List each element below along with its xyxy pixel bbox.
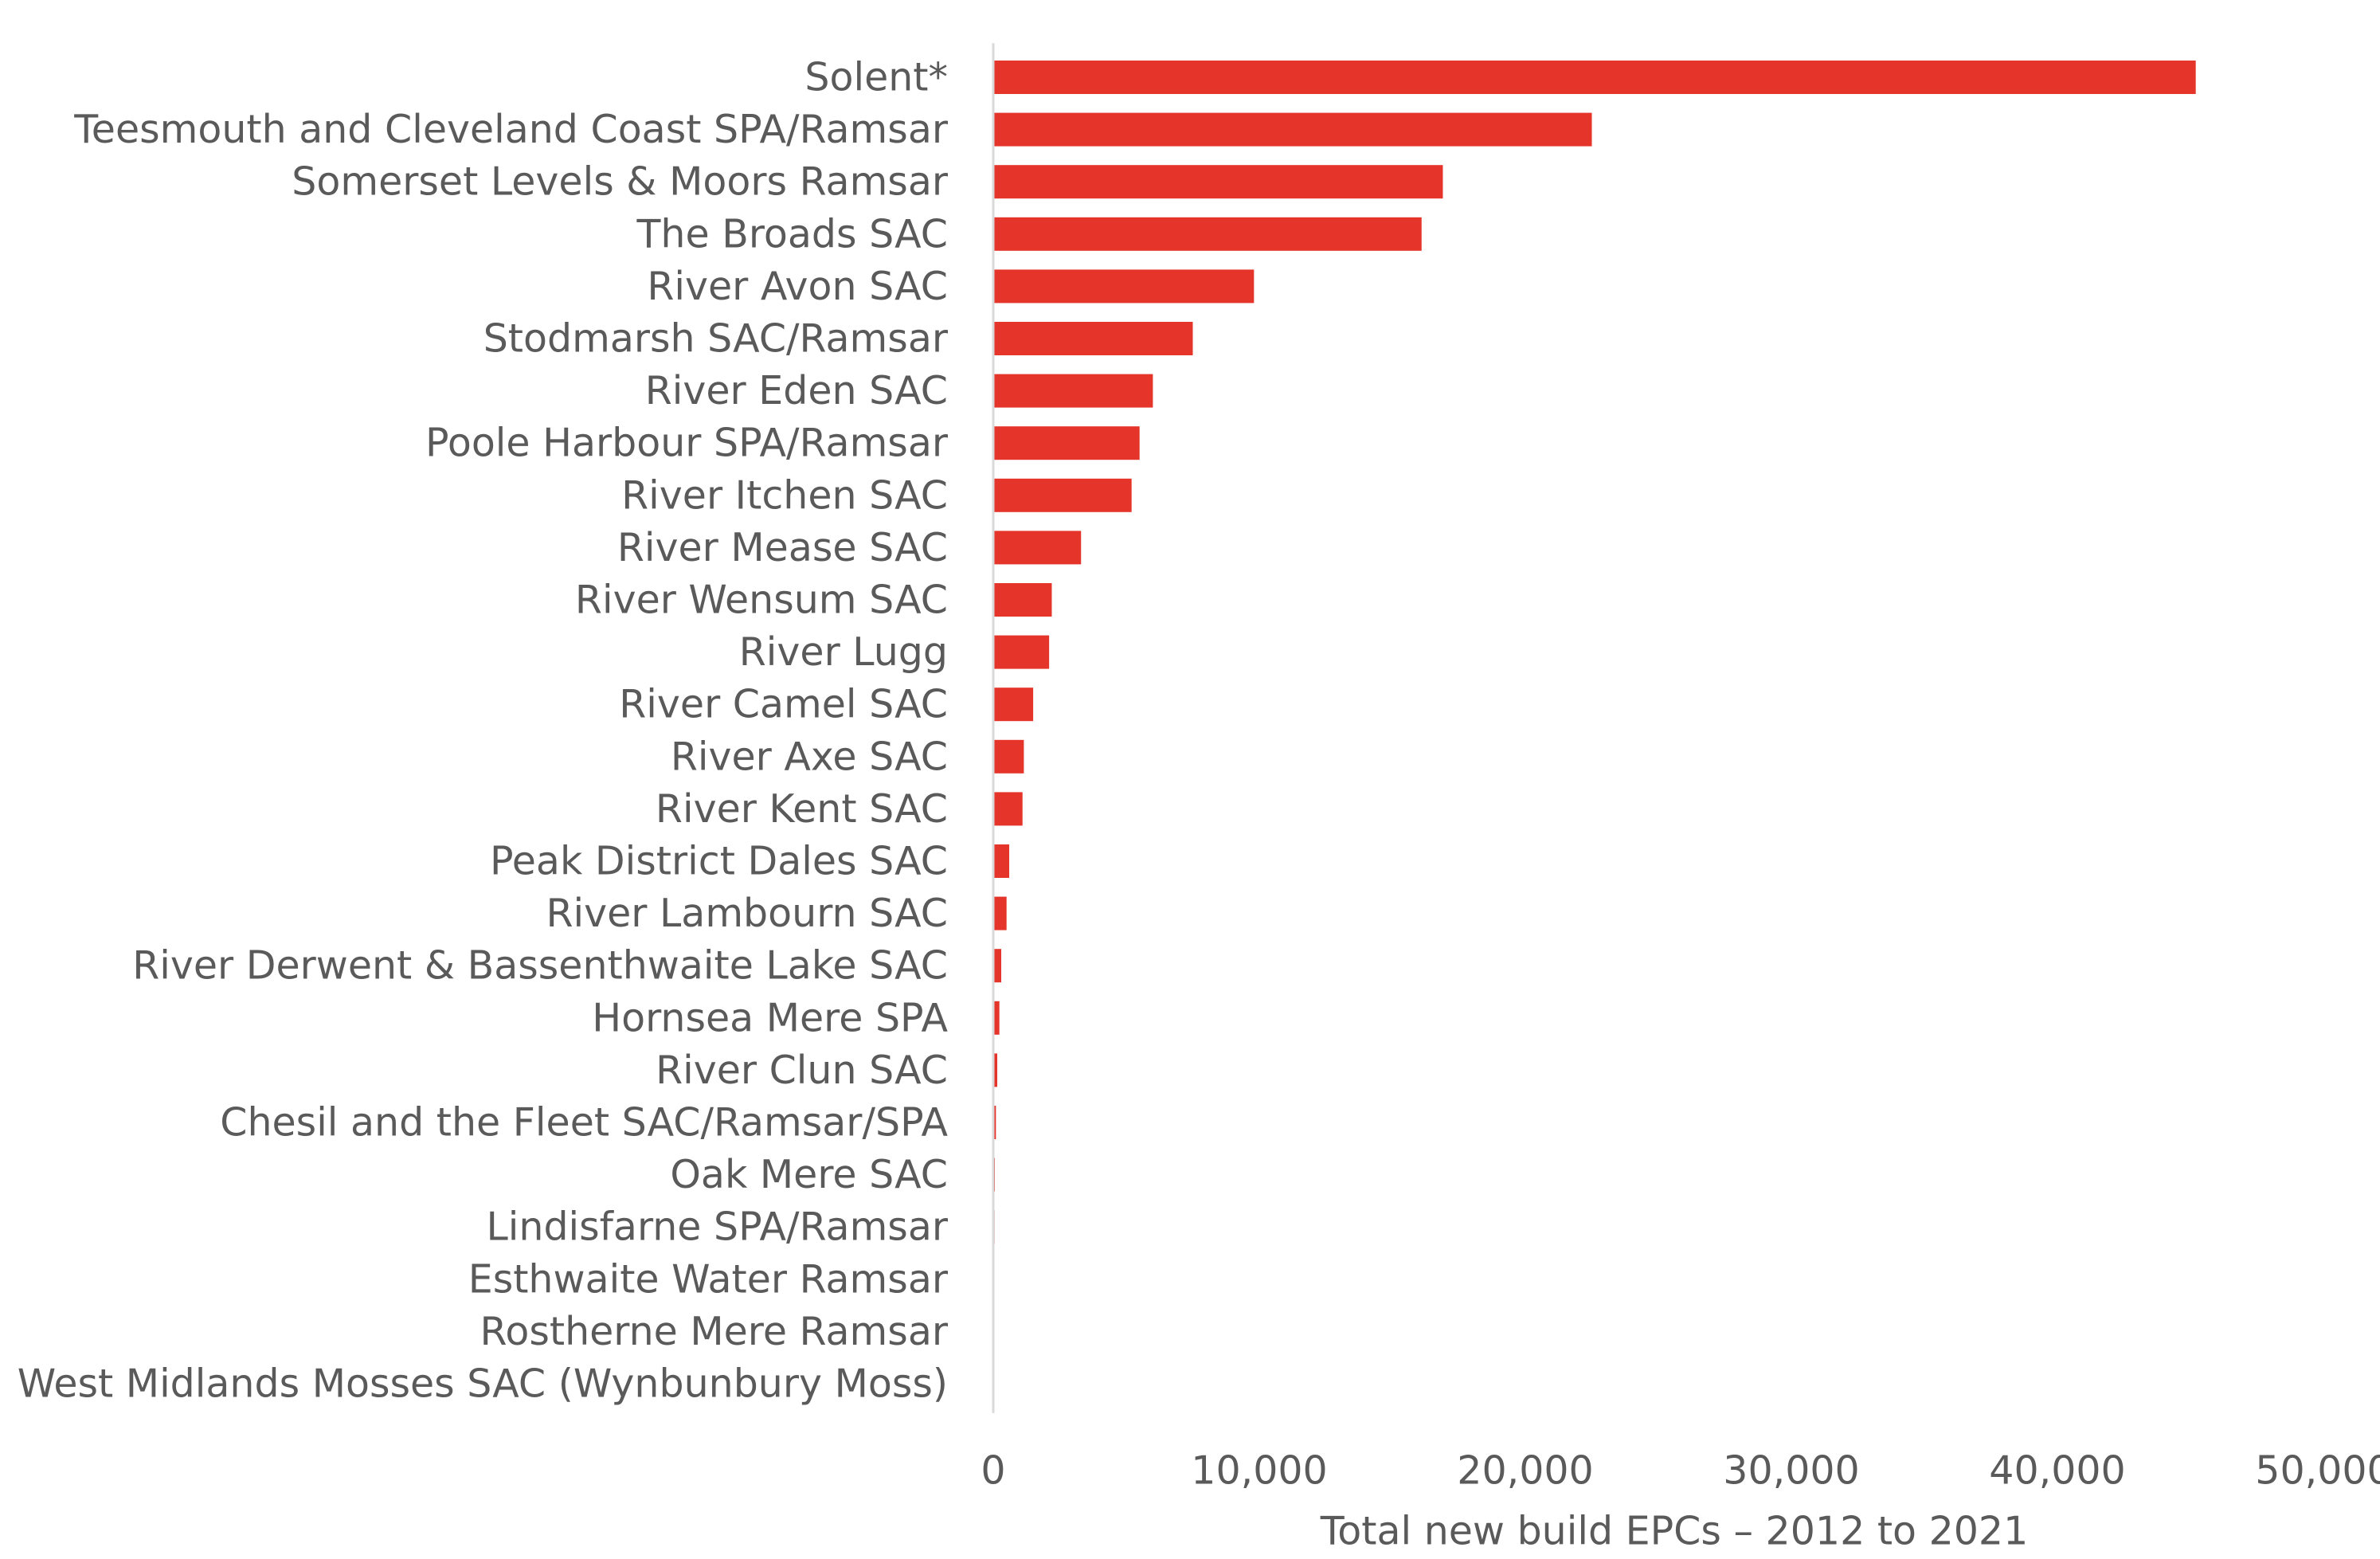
- category-label: Rostherne Mere Ramsar: [480, 1309, 949, 1354]
- x-axis-title: Total new build EPCs – 2012 to 2021: [1320, 1509, 2029, 1554]
- category-label: River Kent SAC: [656, 786, 948, 832]
- bar: [993, 112, 1592, 147]
- x-tick-label: 10,000: [1191, 1448, 1327, 1494]
- bar: [993, 635, 1050, 669]
- bar: [993, 1001, 1000, 1035]
- category-label: Teesmouth and Cleveland Coast SPA/Ramsar: [73, 107, 949, 152]
- category-label: River Lambourn SAC: [546, 891, 948, 936]
- bar: [993, 61, 2196, 94]
- category-label: River Avon SAC: [647, 264, 948, 309]
- category-label: Chesil and the Fleet SAC/Ramsar/SPA: [220, 1100, 948, 1146]
- category-label: River Camel SAC: [619, 682, 948, 727]
- bar: [993, 217, 1422, 251]
- bar: [993, 687, 1034, 722]
- bars-group: [993, 61, 2196, 1244]
- x-tick-label: 50,000: [2255, 1448, 2380, 1494]
- bar: [993, 896, 1007, 930]
- category-label: River Clun SAC: [656, 1048, 948, 1093]
- bar: [993, 478, 1132, 512]
- category-label: The Broads SAC: [636, 211, 949, 257]
- category-label: Poole Harbour SPA/Ramsar: [425, 421, 949, 466]
- bar: [993, 792, 1023, 826]
- x-tick-label: 0: [981, 1448, 1005, 1494]
- x-axis-ticks: 0 10,000 20,000 30,000 40,000 50,000: [981, 1448, 2380, 1494]
- category-label: Peak District Dales SAC: [490, 839, 948, 884]
- bar: [993, 583, 1052, 617]
- category-label: Oak Mere SAC: [670, 1152, 948, 1197]
- category-label: River Axe SAC: [671, 734, 948, 779]
- category-label: Lindisfarne SPA/Ramsar: [486, 1205, 948, 1250]
- x-tick-label: 20,000: [1457, 1448, 1593, 1494]
- category-label: River Eden SAC: [645, 368, 948, 413]
- bar: [993, 844, 1010, 878]
- x-tick-label: 40,000: [1989, 1448, 2125, 1494]
- category-label: River Lugg: [739, 629, 948, 675]
- category-label: Somerset Levels & Moors Ramsar: [292, 159, 949, 205]
- category-label: Stodmarsh SAC/Ramsar: [483, 316, 949, 362]
- bar: [993, 269, 1255, 304]
- category-label: Solent*: [804, 55, 948, 100]
- bar: [993, 374, 1153, 408]
- category-label: Hornsea Mere SPA: [592, 995, 948, 1040]
- bar: [993, 165, 1443, 199]
- x-tick-label: 30,000: [1723, 1448, 1859, 1494]
- bar: [993, 1106, 996, 1139]
- category-label: River Derwent & Bassenthwaite Lake SAC: [132, 943, 948, 989]
- category-label: Esthwaite Water Ramsar: [468, 1256, 949, 1302]
- bar: [993, 426, 1140, 460]
- bar: [993, 949, 1002, 983]
- category-label: River Itchen SAC: [621, 472, 948, 518]
- bar: [993, 531, 1082, 565]
- bar: [993, 739, 1024, 774]
- category-label: River Wensum SAC: [575, 578, 948, 623]
- bar: [993, 1053, 998, 1087]
- category-labels: Solent* Teesmouth and Cleveland Coast SPA…: [18, 55, 949, 1407]
- category-label: River Mease SAC: [617, 525, 948, 570]
- bar: [993, 322, 1193, 355]
- category-label: West Midlands Mosses SAC (Wynbunbury Mos…: [18, 1361, 948, 1407]
